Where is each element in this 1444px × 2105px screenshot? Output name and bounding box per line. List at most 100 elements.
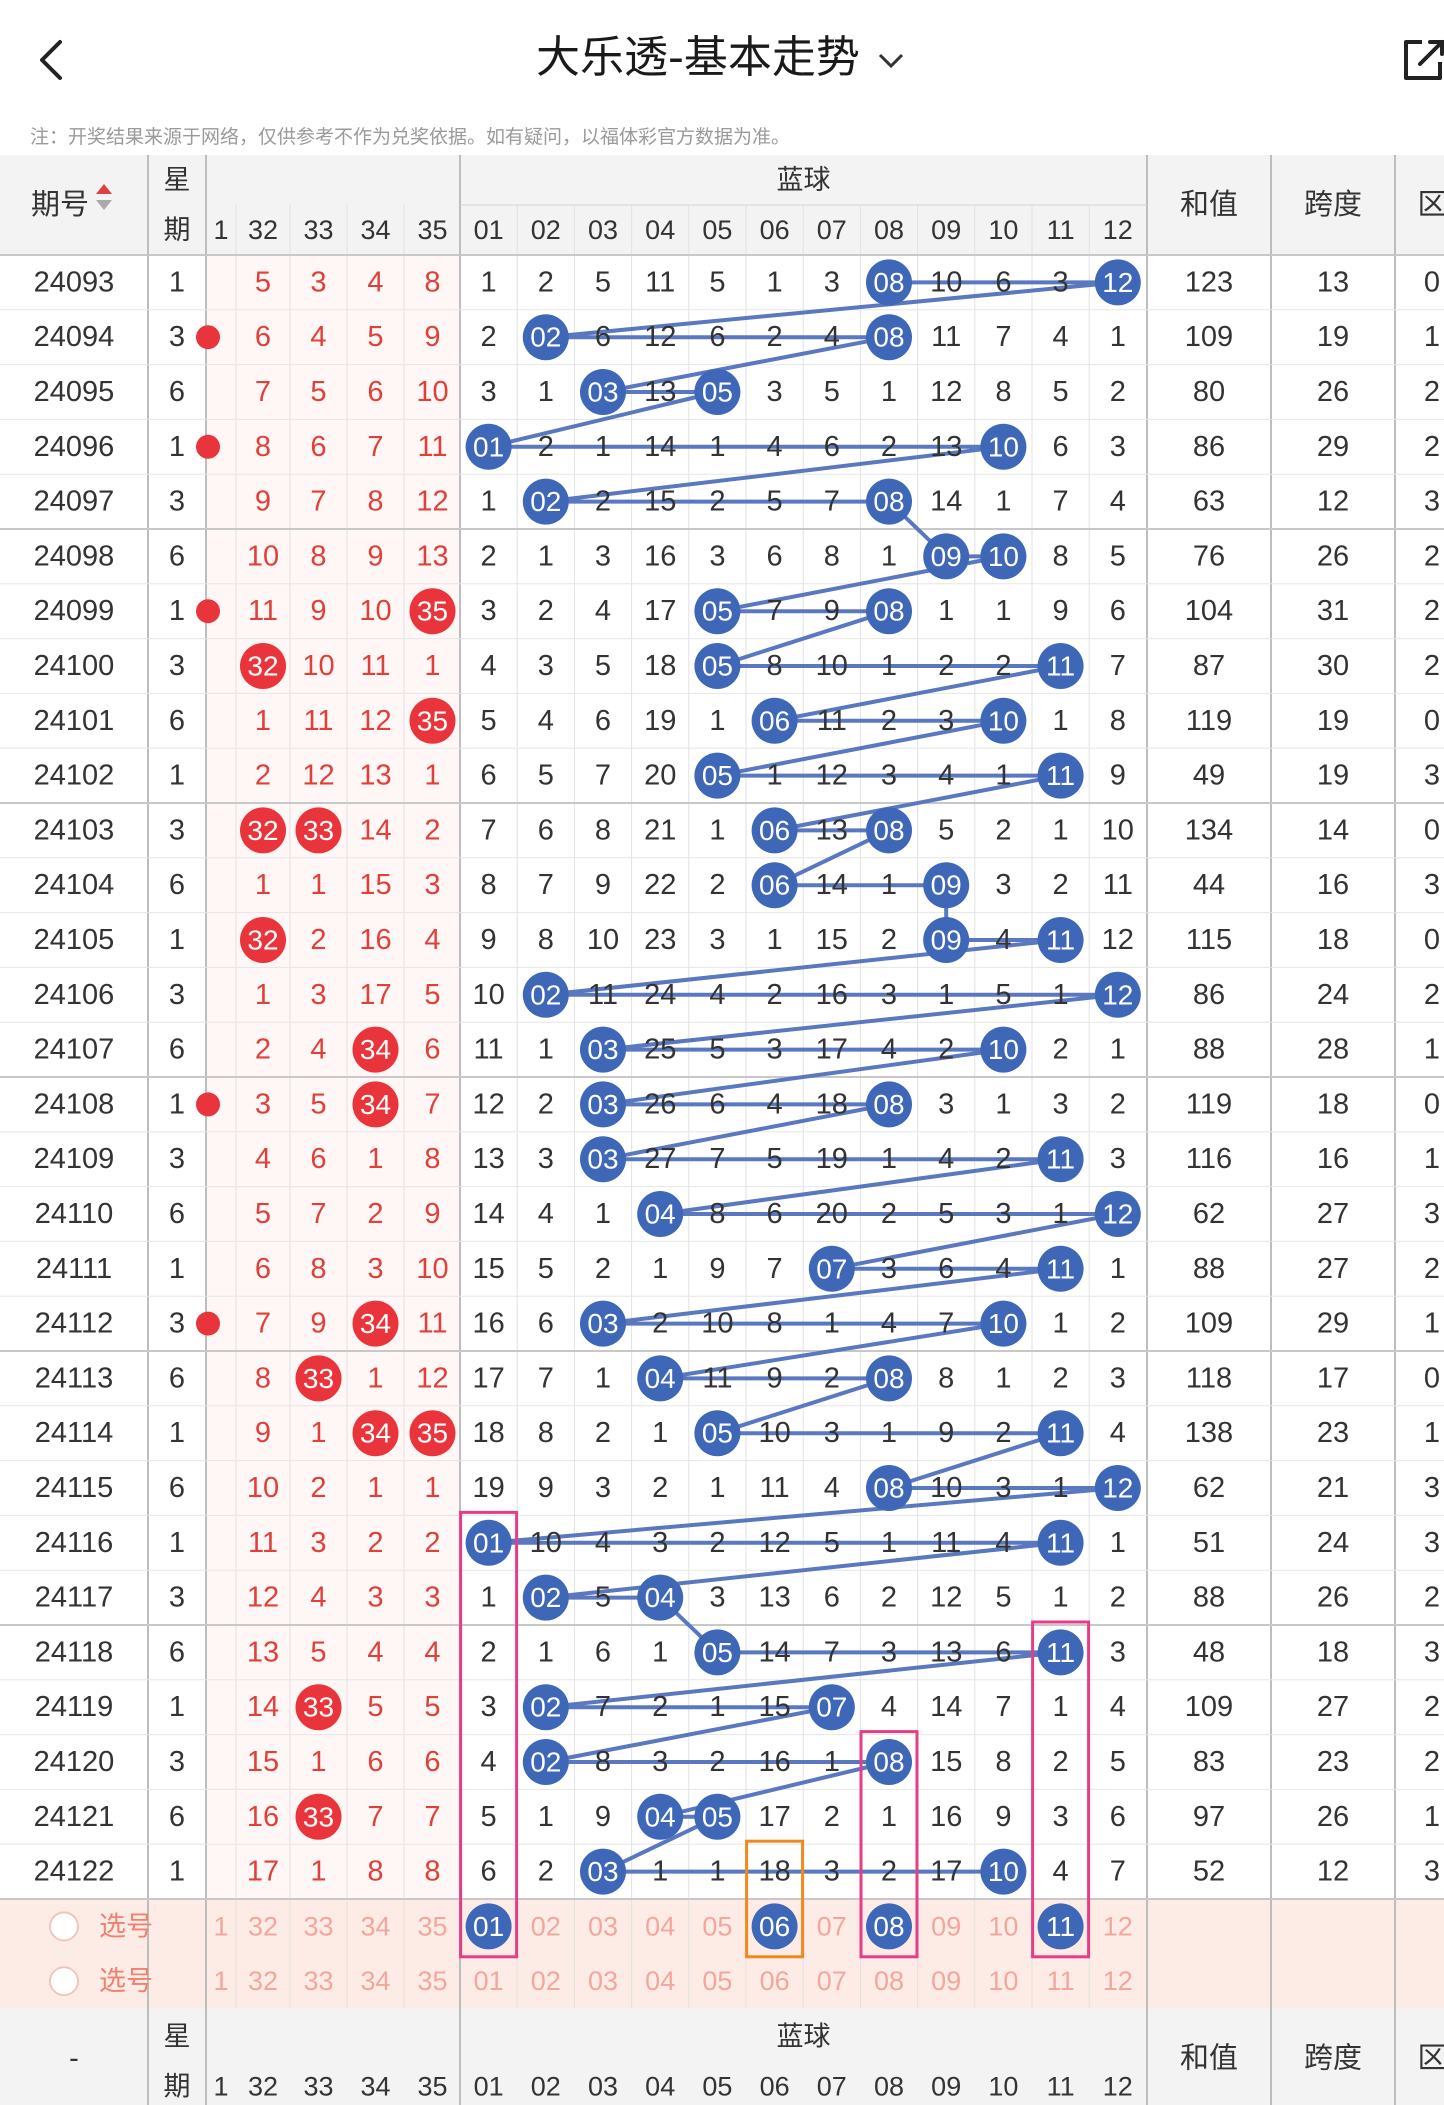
red-miss-value: 7	[255, 376, 271, 408]
blue-ball	[1037, 1245, 1084, 1292]
radio-button[interactable]	[49, 1911, 79, 1942]
select-red-number[interactable]: 34	[360, 1911, 390, 1941]
share-icon[interactable]	[1400, 34, 1444, 84]
select-blue-number[interactable]: 12	[1103, 1966, 1133, 1996]
span-cell: 29	[1317, 431, 1349, 463]
select-row[interactable]: 选号 1 32 33 34 35 01 02 03 04 05 06 07 08 09 10 11 12	[49, 1966, 1133, 1997]
week-cell: 3	[169, 814, 185, 846]
red-miss-value: 7	[255, 1308, 271, 1340]
week-cell: 6	[169, 1801, 185, 1833]
select-blue-number[interactable]: 08	[874, 1966, 904, 1996]
select-red-number[interactable]: 33	[303, 1911, 333, 1941]
blue-miss-value: 9	[824, 595, 840, 627]
span-cell: 18	[1317, 1636, 1349, 1668]
table-row: 24103 3 32 33 14 2 7 6 8 21 1 06 13 08 5 2 1 10 134 14 0	[34, 807, 1440, 854]
zone-cell: 2	[1424, 1253, 1440, 1285]
red-miss-value: 15	[359, 869, 391, 901]
span-cell: 27	[1317, 1253, 1349, 1285]
sum-cell: 123	[1185, 266, 1233, 298]
select-red-number[interactable]: 33	[303, 1966, 333, 1996]
select-red-number[interactable]: 32	[248, 1911, 278, 1941]
blue-miss-value: 5	[995, 979, 1011, 1011]
select-blue-number[interactable]: 07	[817, 1966, 847, 1996]
select-blue-number[interactable]: 05	[702, 1966, 732, 1996]
select-blue-number[interactable]: 10	[988, 1966, 1018, 1996]
col-period-header[interactable]: 期号	[31, 189, 89, 221]
select-blue-number[interactable]: 03	[588, 1911, 618, 1941]
selected-blue-ball[interactable]	[465, 1903, 512, 1950]
select-blue-number[interactable]: 12	[1103, 1911, 1133, 1941]
blue-col-header: 04	[645, 215, 675, 245]
red-miss-value: 3	[310, 979, 326, 1011]
blue-ball-number: 05	[702, 1418, 733, 1449]
select-red-number[interactable]: 32	[248, 1966, 278, 1996]
select-blue-number[interactable]: 01	[474, 1966, 504, 1996]
red-miss-value: 9	[255, 1417, 271, 1449]
select-label[interactable]: 选号	[99, 1966, 153, 1996]
blue-miss-value: 4	[1053, 321, 1069, 353]
footer-blue-header: 07	[817, 2072, 847, 2102]
select-label[interactable]: 选号	[99, 1911, 153, 1941]
blue-ball	[580, 369, 626, 415]
sort-down-icon[interactable]	[96, 200, 112, 210]
blue-miss-value: 15	[472, 1253, 504, 1285]
selected-blue-number[interactable]: 08	[873, 1911, 904, 1942]
blue-miss-value: 8	[767, 650, 783, 682]
red-miss-value: 12	[359, 705, 391, 737]
blue-miss-value: 9	[538, 1472, 554, 1504]
blue-miss-value: 6	[595, 705, 611, 737]
red-miss-value: 17	[247, 1856, 279, 1888]
select-red-number[interactable]: 34	[360, 1966, 390, 1996]
table-row: 24105 1 32 2 16 4 9 8 10 23 3 1 15 2 09 4 11 12 115 18 0	[34, 917, 1440, 963]
blue-col-header: 10	[988, 215, 1018, 245]
select-row[interactable]: 选号 1 32 33 34 35 01 02 03 04 05 06 07 08 09 10 11 12	[49, 1903, 1133, 1950]
zone-cell: 2	[1424, 1746, 1440, 1778]
table-row: 24119 1 14 33 5 5 3 02 7 2 1 15 07 4 14 7 1 4 109 27 2	[35, 1684, 1440, 1731]
blue-miss-value: 16	[816, 979, 848, 1011]
blue-ball-number: 11	[1046, 925, 1075, 956]
blue-miss-value: 7	[767, 1253, 783, 1285]
red-miss-value: 16	[359, 924, 391, 956]
week-cell: 6	[169, 705, 185, 737]
select-blue-number[interactable]: 04	[645, 1911, 675, 1941]
select-red-number[interactable]: 35	[417, 1966, 447, 1996]
selected-blue-number[interactable]: 06	[759, 1911, 790, 1942]
select-blue-number[interactable]: 10	[988, 1911, 1018, 1941]
select-red-number[interactable]: 1	[213, 1966, 228, 1996]
chevron-down-icon[interactable]	[874, 48, 908, 72]
blue-ball-number: 12	[1102, 267, 1133, 298]
blue-miss-value: 3	[938, 1088, 954, 1120]
select-blue-number[interactable]: 02	[531, 1966, 561, 1996]
page-title[interactable]: 大乐透-基本走势	[0, 28, 1444, 88]
blue-miss-value: 2	[481, 1636, 497, 1668]
radio-button[interactable]	[49, 1966, 79, 1997]
span-cell: 24	[1317, 1527, 1349, 1559]
blue-miss-value: 6	[538, 1308, 554, 1340]
select-blue-number[interactable]: 05	[702, 1911, 732, 1941]
select-red-number[interactable]: 1	[213, 1911, 228, 1941]
blue-miss-value: 6	[938, 1253, 954, 1285]
select-blue-number[interactable]: 09	[931, 1966, 961, 1996]
selected-blue-number[interactable]: 11	[1046, 1911, 1075, 1942]
red-miss-value: 1	[310, 1856, 326, 1888]
zone-cell: 0	[1424, 924, 1440, 956]
back-arrow-icon[interactable]	[28, 30, 78, 90]
selected-blue-number[interactable]: 01	[473, 1911, 504, 1942]
select-blue-number[interactable]: 02	[531, 1911, 561, 1941]
select-blue-number[interactable]: 04	[645, 1966, 675, 1996]
selected-blue-ball[interactable]	[1037, 1903, 1084, 1950]
col-week-header: 星	[164, 165, 191, 195]
blue-ball	[866, 807, 912, 854]
select-blue-number[interactable]: 11	[1047, 1966, 1075, 1996]
select-red-number[interactable]: 35	[417, 1911, 447, 1941]
select-blue-number[interactable]: 09	[931, 1911, 961, 1941]
select-blue-number[interactable]: 03	[588, 1966, 618, 1996]
select-blue-number[interactable]: 07	[817, 1911, 847, 1941]
selected-blue-ball[interactable]	[866, 1903, 912, 1950]
blue-miss-value: 2	[1110, 1582, 1126, 1614]
sort-up-icon[interactable]	[96, 184, 112, 194]
selected-blue-ball[interactable]	[751, 1903, 798, 1950]
footer-red-header: 34	[360, 2072, 390, 2102]
blue-miss-value: 23	[644, 924, 676, 956]
select-blue-number[interactable]: 06	[760, 1966, 790, 1996]
